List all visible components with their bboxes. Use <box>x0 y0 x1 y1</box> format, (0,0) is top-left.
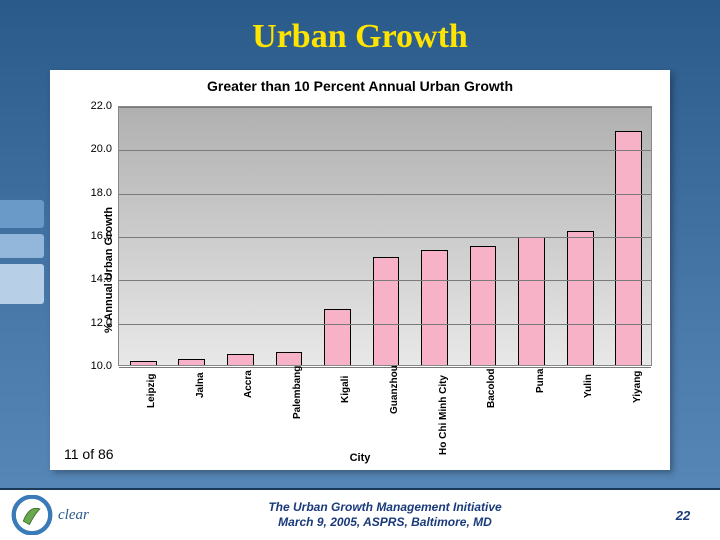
gridline <box>119 367 651 368</box>
xtick-label: Accra <box>243 370 254 398</box>
bar <box>324 309 351 365</box>
gridline <box>119 107 651 108</box>
gridline <box>119 194 651 195</box>
gridline <box>119 237 651 238</box>
decor-bar <box>0 234 44 258</box>
xtick-label: Guanzhou <box>389 365 400 414</box>
bar <box>227 354 254 365</box>
bar <box>178 359 205 366</box>
xtick-label: Kigali <box>340 376 351 403</box>
bar <box>373 257 400 365</box>
ytick-label: 10.0 <box>82 360 112 372</box>
decor-bar <box>0 200 44 228</box>
xtick-label: Yiyang <box>632 371 643 403</box>
bar <box>421 250 448 365</box>
ytick-label: 18.0 <box>82 187 112 199</box>
xtick-label: Leipzig <box>146 374 157 408</box>
ytick-label: 14.0 <box>82 273 112 285</box>
ytick-label: 22.0 <box>82 100 112 112</box>
gridline <box>119 150 651 151</box>
page-number: 22 <box>660 508 720 523</box>
footer-logo-text: clear <box>58 507 89 524</box>
footer-logo: clear <box>0 491 110 539</box>
bar <box>130 361 157 365</box>
ytick-label: 16.0 <box>82 230 112 242</box>
chart-ylabel: % Annual Urban Growth <box>103 207 115 333</box>
chart-plot-area <box>118 106 652 366</box>
ytick-label: 12.0 <box>82 317 112 329</box>
footer-line-2: March 9, 2005, ASPRS, Baltimore, MD <box>110 515 660 530</box>
decor-side-bars <box>0 200 44 340</box>
bar <box>470 246 497 365</box>
footer-line-1: The Urban Growth Management Initiative <box>110 500 660 515</box>
xtick-label: Ho Chi Minh City <box>438 375 449 455</box>
bar <box>518 237 545 365</box>
slide: Urban Growth Greater than 10 Percent Ann… <box>0 0 720 540</box>
xtick-label: Bacolod <box>486 369 497 408</box>
bar <box>615 131 642 365</box>
chart-title: Greater than 10 Percent Annual Urban Gro… <box>50 78 670 94</box>
decor-bar <box>0 264 44 304</box>
slide-title: Urban Growth <box>0 18 720 56</box>
chart-bars <box>119 107 651 365</box>
clear-logo-icon <box>10 495 54 535</box>
chart-xlabel: City <box>50 452 670 464</box>
xtick-label: Jalna <box>195 372 206 398</box>
chart-card: Greater than 10 Percent Annual Urban Gro… <box>50 70 670 470</box>
bar <box>276 352 303 365</box>
gridline <box>119 324 651 325</box>
xtick-label: Puna <box>535 368 546 392</box>
footer-center: The Urban Growth Management Initiative M… <box>110 500 660 530</box>
gridline <box>119 280 651 281</box>
chart-annotation: 11 of 86 <box>64 446 114 462</box>
ytick-label: 20.0 <box>82 143 112 155</box>
bar <box>567 231 594 365</box>
xtick-label: Yulin <box>583 374 594 398</box>
footer: clear The Urban Growth Management Initia… <box>0 488 720 540</box>
xtick-label: Palembang <box>292 365 303 418</box>
